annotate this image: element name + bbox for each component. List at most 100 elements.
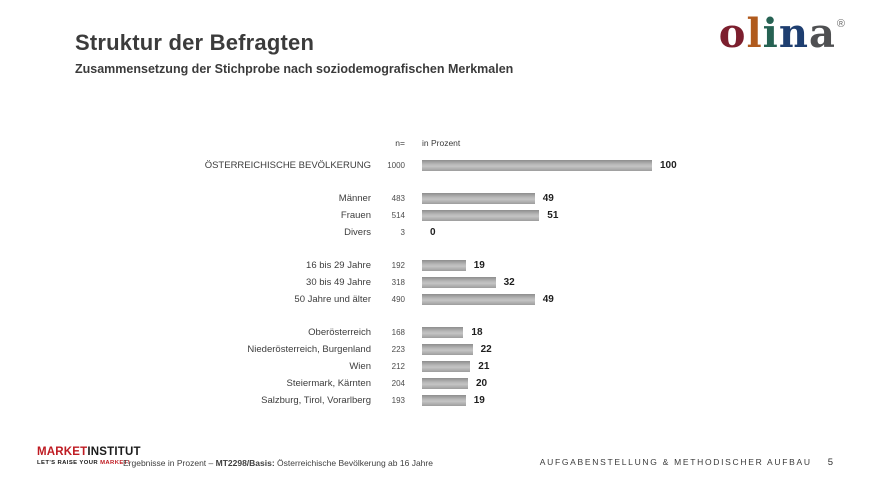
row-bar-area: 100 [422, 160, 677, 171]
table-row: ÖSTERREICHISCHE BEVÖLKERUNG 1000 100 [0, 157, 871, 174]
row-n-value: 223 [391, 345, 405, 354]
bar [422, 193, 535, 204]
olina-letter: n [778, 10, 809, 57]
chart-group: 16 bis 29 Jahre 192 19 30 bis 49 Jahre 318 32… [0, 257, 871, 308]
row-label: Niederösterreich, Burgenland [247, 344, 371, 355]
row-bar-area: 19 [422, 395, 485, 406]
row-n-value: 192 [391, 261, 405, 270]
table-row: 16 bis 29 Jahre 192 19 [0, 257, 871, 274]
structure-bar-chart: n= in Prozent ÖSTERREICHISCHE BEVÖLKERUN… [0, 136, 871, 409]
section-label: AUFGABENSTELLUNG & METHODISCHER AUFBAU [539, 457, 812, 467]
row-label: Divers [344, 227, 371, 238]
bar [422, 260, 466, 271]
row-n-value: 318 [391, 278, 405, 287]
column-header-percent: in Prozent [422, 138, 461, 148]
chart-group: ÖSTERREICHISCHE BEVÖLKERUNG 1000 100 [0, 157, 871, 174]
olina-letter: o [718, 10, 747, 57]
row-value-label: 100 [660, 160, 677, 171]
registered-trademark-icon: ® [836, 18, 845, 30]
row-label: 30 bis 49 Jahre [306, 277, 371, 288]
row-value-label: 49 [542, 294, 554, 305]
chart-group: Männer 483 49 Frauen 514 51 Divers 3 0 [0, 190, 871, 241]
row-value-label: 22 [480, 344, 492, 355]
page-subtitle: Zusammensetzung der Stichprobe nach sozi… [75, 62, 514, 76]
row-bar-area: 32 [422, 277, 515, 288]
note-suffix: Österreichische Bevölkerung ab 16 Jahre [274, 458, 433, 468]
page-number: 5 [827, 457, 833, 468]
row-bar-area: 0 [422, 227, 436, 238]
market-institut-logo: MARKETINSTITUT LET'S RAISE YOUR MARKET! [37, 446, 141, 467]
olina-letter: i [762, 10, 779, 57]
market-institut-wordmark: MARKETINSTITUT [37, 446, 141, 459]
row-value-label: 19 [473, 395, 485, 406]
row-bar-area: 18 [422, 327, 483, 338]
table-row: Salzburg, Tirol, Vorarlberg 193 19 [0, 392, 871, 409]
bar [422, 361, 471, 372]
row-bar-area: 49 [422, 294, 554, 305]
row-n-value: 204 [391, 379, 405, 388]
row-value-label: 20 [476, 378, 488, 389]
row-n-value: 168 [391, 328, 405, 337]
chart-rows: ÖSTERREICHISCHE BEVÖLKERUNG 1000 100 Männer… [0, 157, 871, 409]
table-row: Frauen 514 51 [0, 207, 871, 224]
institut-word: INSTITUT [87, 446, 141, 458]
row-bar-area: 20 [422, 378, 487, 389]
bar [422, 294, 535, 305]
row-value-label: 21 [478, 361, 490, 372]
note-study-id: MT2298/Basis: [215, 458, 275, 468]
row-n-value: 483 [391, 194, 405, 203]
table-row: Oberösterreich 168 18 [0, 324, 871, 341]
row-label: Männer [338, 193, 371, 204]
row-bar-area: 51 [422, 210, 558, 221]
column-header-n: n= [395, 138, 405, 148]
bar [422, 344, 473, 355]
row-n-value: 212 [391, 362, 405, 371]
market-institut-tagline: LET'S RAISE YOUR MARKET! [37, 460, 141, 467]
table-row: 30 bis 49 Jahre 318 32 [0, 274, 871, 291]
table-row: 50 Jahre und älter 490 49 [0, 291, 871, 308]
table-row: Männer 483 49 [0, 190, 871, 207]
bar [422, 327, 464, 338]
row-label: 50 Jahre und älter [294, 294, 371, 305]
row-label: Oberösterreich [308, 327, 371, 338]
olina-letter: a [808, 10, 836, 57]
bar [422, 277, 496, 288]
row-n-value: 193 [391, 396, 405, 405]
chart-group: Oberösterreich 168 18 Niederösterreich, Bur… [0, 324, 871, 409]
olina-logo-letters: olina [719, 10, 836, 57]
row-n-value: 1000 [387, 161, 405, 170]
row-n-value: 490 [391, 295, 405, 304]
bar [422, 160, 652, 171]
row-value-label: 32 [503, 277, 515, 288]
market-word: MARKET [37, 446, 88, 458]
row-label: Wien [349, 361, 371, 372]
table-row: Wien 212 21 [0, 358, 871, 375]
bar [422, 395, 466, 406]
row-value-label: 19 [473, 260, 485, 271]
row-label: ÖSTERREICHISCHE BEVÖLKERUNG [204, 160, 371, 171]
row-value-label: 18 [471, 327, 483, 338]
page-title: Struktur der Befragten [75, 30, 315, 55]
row-value-label: 51 [547, 210, 559, 221]
row-n-value: 3 [400, 228, 405, 237]
row-n-value: 514 [391, 211, 405, 220]
table-row: Niederösterreich, Burgenland 223 22 [0, 341, 871, 358]
bar [422, 378, 468, 389]
table-row: Divers 3 0 [0, 224, 871, 241]
footer-right: AUFGABENSTELLUNG & METHODISCHER AUFBAU 5 [540, 457, 833, 468]
row-value-label: 0 [430, 227, 436, 238]
row-value-label: 49 [542, 193, 554, 204]
row-bar-area: 22 [422, 344, 492, 355]
row-label: 16 bis 29 Jahre [306, 260, 371, 271]
tagline-red: MARKET! [100, 460, 131, 466]
row-bar-area: 49 [422, 193, 554, 204]
row-label: Steiermark, Kärnten [286, 378, 371, 389]
row-bar-area: 19 [422, 260, 485, 271]
bar [422, 210, 540, 221]
tagline-black: LET'S RAISE YOUR [37, 460, 101, 466]
basis-note: Ergebnisse in Prozent – MT2298/Basis: Ös… [123, 458, 433, 468]
olina-letter: l [746, 10, 763, 57]
row-label: Salzburg, Tirol, Vorarlberg [261, 395, 371, 406]
olina-logo: olina® [719, 14, 845, 54]
